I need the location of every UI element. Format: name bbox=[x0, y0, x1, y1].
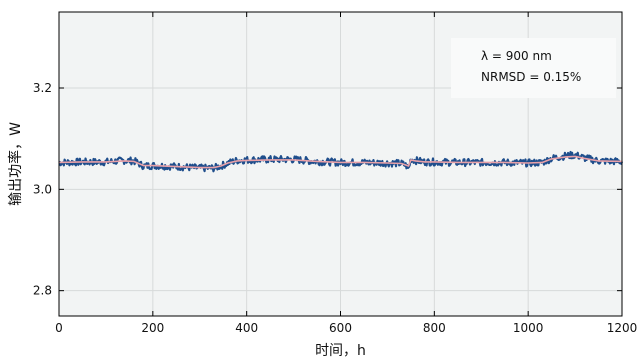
y-tick-label: 2.8 bbox=[33, 284, 52, 298]
y-axis-title: 输出功率，W bbox=[7, 122, 24, 206]
x-tick-labels: 0 200 400 600 800 1000 1200 bbox=[55, 321, 637, 335]
axis-ticks bbox=[58, 12, 623, 316]
y-tick-label: 3.2 bbox=[33, 81, 52, 95]
y-tick-labels: 2.8 3.0 3.2 bbox=[33, 81, 52, 298]
annotation-nrmsd: NRMSD = 0.15% bbox=[481, 70, 581, 84]
x-tick-label: 1200 bbox=[607, 321, 638, 335]
series-layer bbox=[58, 150, 624, 173]
smoothed-power-line bbox=[58, 155, 623, 169]
x-tick-label: 600 bbox=[329, 321, 352, 335]
x-tick-label: 1000 bbox=[513, 321, 544, 335]
y-tick-label: 3.0 bbox=[33, 182, 52, 196]
x-axis-title: 时间，h bbox=[315, 343, 366, 359]
x-tick-label: 200 bbox=[141, 321, 164, 335]
x-tick-label: 0 bbox=[55, 321, 63, 335]
x-tick-label: 800 bbox=[423, 321, 446, 335]
x-tick-label: 400 bbox=[235, 321, 258, 335]
annotation-box bbox=[451, 38, 616, 98]
annotation-wavelength: λ = 900 nm bbox=[481, 49, 552, 63]
raw-power-line bbox=[58, 150, 624, 173]
